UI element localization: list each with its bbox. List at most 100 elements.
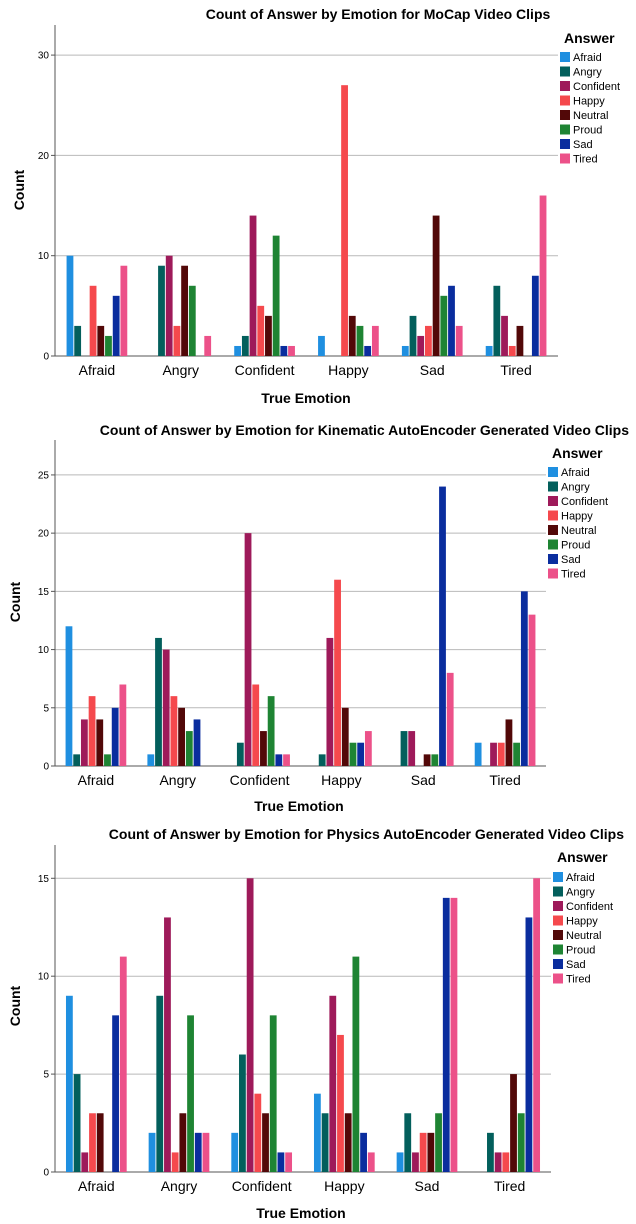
bar-happy-tired (508, 345, 516, 356)
bar-proud-sad (435, 1113, 442, 1172)
legend-label: Afraid (566, 872, 595, 884)
bar-proud-happy (352, 956, 360, 1172)
legend-title: Answer (557, 849, 608, 865)
bar-happy-confident (252, 684, 260, 766)
bar-sad-afraid (111, 707, 119, 766)
bar-sad-sad (442, 897, 450, 1172)
legend-swatch (553, 872, 563, 882)
legend-label: Sad (573, 139, 593, 151)
legend-label: Tired (561, 569, 586, 581)
bar-tired-afraid (119, 684, 127, 766)
bar-angry-afraid (73, 1074, 81, 1172)
bar-neutral-tired (505, 719, 513, 766)
legend-swatch (560, 139, 570, 149)
bar-neutral-angry (179, 1113, 187, 1172)
legend-label: Angry (573, 67, 602, 79)
y-tick-label: 5 (43, 703, 49, 714)
legend-swatch (553, 915, 563, 926)
bar-afraid-afraid (65, 995, 73, 1172)
legend-label: Sad (561, 554, 581, 566)
bar-neutral-afraid (96, 719, 104, 766)
bar-happy-afraid (88, 696, 96, 766)
legend-swatch (548, 525, 558, 535)
bar-afraid-sad (401, 345, 409, 356)
bar-proud-angry (185, 731, 193, 766)
bar-sad-happy (357, 742, 365, 766)
legend-label: Happy (573, 96, 605, 108)
x-axis-title: True Emotion (254, 798, 343, 814)
bar-angry-angry (158, 265, 165, 356)
bar-proud-sad (431, 754, 439, 766)
bar-happy-confident (257, 305, 265, 356)
bar-happy-sad (419, 1132, 427, 1172)
legend-swatch (548, 510, 558, 521)
bar-angry-angry (155, 637, 162, 766)
bar-angry-afraid (73, 754, 81, 766)
y-tick-label: 25 (38, 470, 50, 481)
bar-angry-happy (318, 754, 326, 766)
legend-swatch (560, 110, 570, 120)
bar-afraid-angry (147, 754, 155, 766)
bar-neutral-angry (181, 265, 188, 356)
bar-proud-happy (349, 742, 357, 766)
legend-label: Proud (561, 540, 590, 552)
chart-title: Count of Answer by Emotion for Kinematic… (100, 422, 629, 438)
bar-confident-angry (164, 917, 171, 1172)
bar-neutral-afraid (96, 1113, 104, 1172)
x-tick-label: Angry (162, 362, 199, 378)
bar-proud-angry (187, 1015, 194, 1172)
legend-swatch (553, 959, 563, 969)
bar-neutral-confident (260, 731, 267, 766)
bar-confident-sad (408, 731, 416, 766)
bar-sad-afraid (112, 1015, 119, 1172)
y-axis-title: Count (7, 581, 23, 622)
legend-label: Tired (566, 974, 591, 986)
bar-happy-happy (334, 579, 341, 766)
bar-angry-tired (493, 285, 501, 356)
bar-afraid-confident (231, 1132, 239, 1172)
x-tick-label: Confident (235, 362, 295, 378)
x-tick-label: Sad (415, 1178, 440, 1194)
bar-confident-confident (244, 533, 252, 766)
x-tick-label: Angry (161, 1178, 198, 1194)
bar-confident-confident (246, 878, 254, 1172)
bar-afraid-afraid (65, 626, 73, 766)
legend-swatch (560, 95, 570, 106)
x-tick-label: Sad (420, 362, 445, 378)
bar-sad-confident (275, 754, 283, 766)
bar-afraid-sad (396, 1152, 404, 1172)
bar-happy-sad (425, 325, 432, 356)
bar-angry-confident (241, 335, 249, 356)
bar-confident-tired (490, 742, 497, 766)
y-tick-label: 20 (38, 529, 50, 540)
bar-tired-tired (539, 195, 547, 356)
bar-sad-tired (531, 275, 539, 356)
legend-swatch (553, 944, 563, 955)
x-tick-label: Afraid (78, 1178, 115, 1194)
bar-tired-happy (371, 325, 379, 356)
x-tick-label: Happy (328, 362, 368, 378)
legend-swatch (560, 52, 570, 62)
x-tick-label: Afraid (78, 772, 115, 788)
bar-afraid-happy (318, 335, 325, 356)
y-tick-label: 30 (38, 51, 50, 62)
x-tick-label: Tired (489, 772, 520, 788)
bar-confident-angry (165, 255, 173, 356)
legend-title: Answer (564, 30, 615, 46)
legend-swatch (548, 539, 558, 550)
bar-angry-afraid (74, 325, 82, 356)
bar-tired-confident (285, 1152, 293, 1172)
x-axis-title: True Emotion (261, 390, 350, 406)
bar-neutral-happy (348, 315, 356, 356)
y-tick-label: 5 (43, 1070, 49, 1081)
bar-confident-angry (162, 649, 170, 766)
bar-neutral-angry (178, 707, 185, 766)
legend-swatch (548, 481, 558, 492)
bar-tired-afraid (119, 956, 127, 1172)
bar-happy-tired (497, 742, 505, 766)
legend-label: Angry (561, 482, 590, 494)
bar-confident-confident (249, 215, 257, 356)
legend-label: Proud (566, 945, 595, 957)
legend-title: Answer (552, 445, 603, 461)
bar-sad-angry (194, 1132, 202, 1172)
